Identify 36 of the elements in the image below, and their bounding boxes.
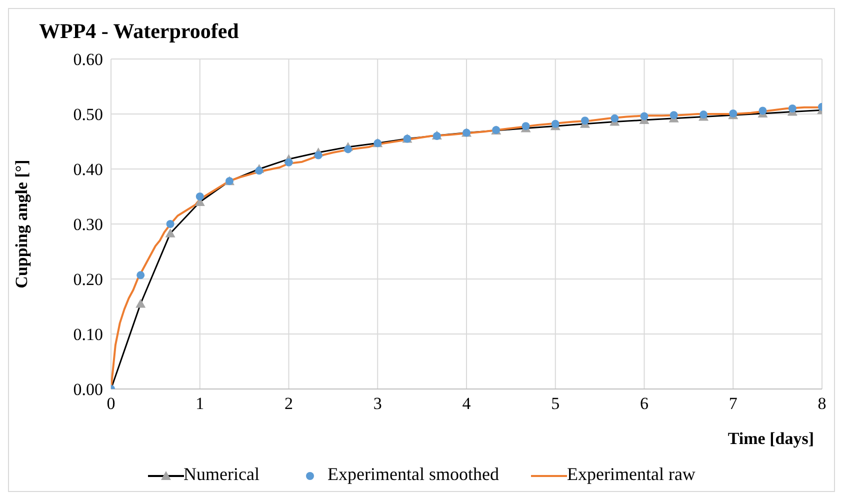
chart-title: WPP4 - Waterproofed — [39, 19, 239, 44]
point — [580, 116, 589, 125]
x-tick-label: 7 — [728, 394, 738, 414]
point — [196, 192, 204, 200]
x-tick-label: 8 — [818, 394, 826, 414]
x-tick-label: 3 — [373, 394, 382, 414]
point — [610, 114, 619, 122]
y-tick-label: 0.20 — [73, 270, 103, 290]
point — [166, 220, 174, 228]
x-tick-label: 0 — [106, 394, 116, 414]
x-tick-label: 4 — [462, 394, 472, 414]
point — [255, 166, 264, 175]
point — [136, 271, 145, 280]
point — [758, 106, 767, 115]
y-axis-title: Cupping angle [°] — [12, 160, 32, 288]
point — [670, 111, 678, 120]
point — [284, 158, 293, 166]
x-tick-label: 6 — [640, 394, 648, 414]
x-tick-label: 5 — [551, 394, 560, 414]
point — [551, 120, 560, 128]
y-tick-label: 0.30 — [73, 215, 103, 234]
y-tick-label: 0.50 — [73, 105, 103, 124]
y-tick-label: 0.00 — [73, 380, 103, 400]
x-axis-title: Time [days] — [728, 429, 814, 449]
x-tick-label: 1 — [196, 394, 204, 414]
point — [788, 104, 796, 112]
legend-label: Numerical — [182, 464, 260, 485]
point — [344, 145, 352, 154]
y-tick-label: 0.10 — [73, 325, 103, 344]
legend-label: Experimental raw — [566, 464, 696, 485]
point — [314, 151, 322, 160]
y-tick-label: 0.40 — [73, 160, 103, 180]
x-tick-label: 2 — [284, 394, 293, 414]
legend-label: Experimental smoothed — [326, 464, 499, 485]
point — [640, 112, 648, 120]
y-tick-label: 0.60 — [73, 50, 103, 70]
